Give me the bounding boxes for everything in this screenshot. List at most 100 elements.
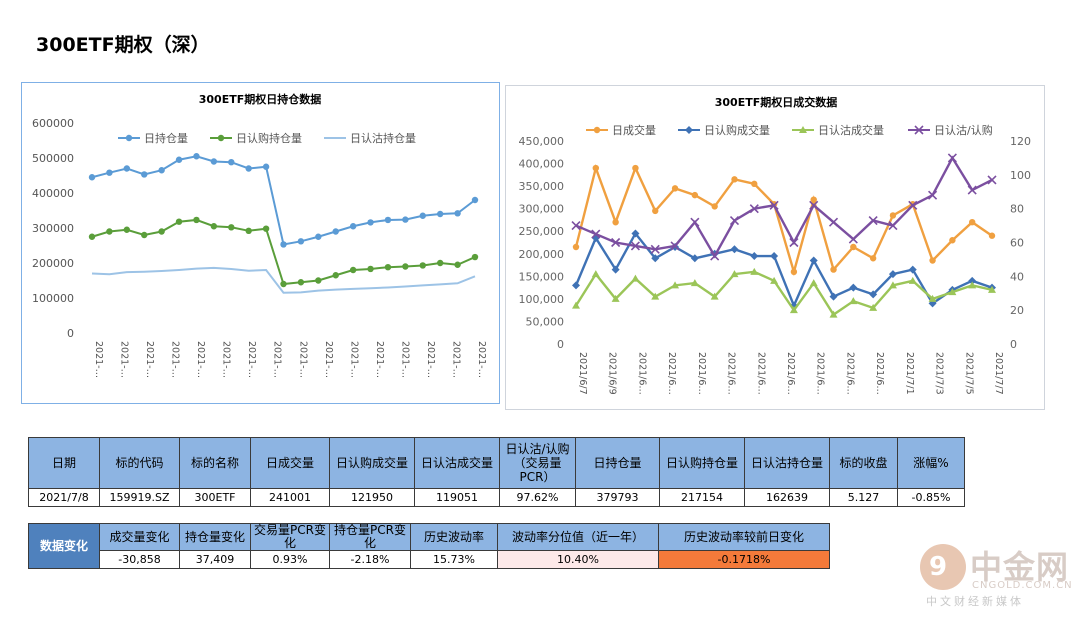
value-cell: 5.127 [829,488,898,507]
header-cell: 波动率分位值（近一年） [497,523,659,551]
x-tick-label: 2021-… [450,341,461,378]
header-cell: 标的代码 [99,437,180,489]
value-cell: 10.40% [497,550,659,569]
data-point [729,215,740,226]
x-tick-label: 2021/6… [636,352,647,395]
data-point [611,265,620,274]
data-point [928,294,937,302]
y-tick-label: 400000 [32,187,74,200]
x-tick-label: 2021-… [93,341,104,378]
legend-label: 日认购持仓量 [236,131,302,145]
data-point [829,292,838,301]
data-point [175,156,183,163]
data-point [611,294,620,302]
data-point [158,167,165,174]
series-line [91,266,476,294]
y-tick-label: 100000 [32,292,74,305]
cngold-watermark: 9 中金网 CNGOLD.COM.CN 中文财经新媒体 [920,544,1072,608]
x-tick-label: 2021/6… [755,352,766,395]
data-point [158,228,165,235]
data-point [572,301,580,309]
header-cell: 日认沽成交量 [414,437,500,489]
legend-marker [914,125,924,135]
header-cell: 标的收盘 [829,437,898,489]
table-header-row: 日期 标的代码 标的名称 日成交量 日认购成交量 日认沽成交量 日认沽/认购（交… [28,437,965,489]
data-point [572,281,580,290]
data-point [987,175,997,185]
data-point [690,254,699,263]
data-point [572,243,580,251]
x-tick-label: 2021/6/7 [577,352,588,395]
data-point [888,221,898,231]
value-cell: 241001 [250,488,330,507]
data-point [471,196,479,204]
value-cell: 217154 [659,488,745,507]
x-tick-label: 2021/6… [874,352,885,395]
data-point [315,233,322,240]
data-point [632,164,639,172]
series-line [91,155,476,246]
y-left-tick-label: 50,000 [526,315,565,328]
data-point [769,200,779,210]
data-point [631,274,640,282]
y-right-tick-label: 0 [1010,338,1017,351]
data-point [691,191,699,199]
data-point [262,163,270,170]
data-point [193,216,200,224]
data-point [809,279,818,287]
data-point [630,241,640,251]
data-point [315,277,322,284]
y-left-tick-label: 250,000 [519,225,565,238]
data-point [868,215,878,226]
x-tick-label: 2021-… [221,341,232,378]
data-point [652,207,659,215]
series-line [574,163,993,277]
data-point [908,276,917,284]
chart-title: 300ETF期权日持仓数据 [199,92,322,106]
data-point [790,268,798,276]
data-point [349,223,357,230]
data-point [591,229,601,239]
x-tick-label: 2021-… [374,341,385,378]
x-tick-label: 2021/7/1 [904,352,915,395]
legend-marker [217,134,225,142]
data-point [210,158,218,165]
legend-label: 日成交量 [612,123,656,137]
data-point [731,176,738,183]
y-tick-label: 300000 [32,222,74,235]
data-point [809,200,819,210]
data-point [750,252,759,261]
value-cell: 2021/7/8 [28,488,100,507]
x-tick-label: 2021-… [170,341,181,378]
legend-label: 日认沽/认购 [934,123,993,137]
value-cell: 379793 [575,488,660,507]
series-line [91,218,476,286]
data-point [367,265,374,273]
header-cell: 交易量PCR变化 [250,523,330,551]
data-point [750,267,759,275]
y-tick-label: 500000 [32,152,74,165]
y-left-tick-label: 300,000 [519,203,565,216]
data-change-label: 数据变化 [28,523,100,569]
value-cell: 0.93% [250,550,330,569]
table-row: -30,858 37,409 0.93% -2.18% 15.73% 10.40… [29,550,830,569]
y-right-tick-label: 120 [1010,135,1031,148]
legend-marker [685,126,693,134]
data-point [967,185,977,195]
data-point [988,232,996,239]
data-point [297,279,305,286]
header-cell: 日成交量 [250,437,330,489]
x-tick-label: 2021-… [399,341,410,378]
open-interest-chart-svg: 300ETF期权日持仓数据 0 100000 200000 300000 400000 50… [32,92,487,378]
data-point [908,200,918,210]
data-point [810,196,817,203]
data-point [671,185,679,192]
x-tick-label: 2021-… [348,341,359,378]
y-tick-label: 200000 [32,257,74,270]
data-point [193,153,200,160]
data-point [711,203,718,210]
data-point [228,224,235,231]
data-point [850,243,857,251]
data-point [650,244,660,254]
x-tick-label: 2021/6/9 [607,352,618,395]
